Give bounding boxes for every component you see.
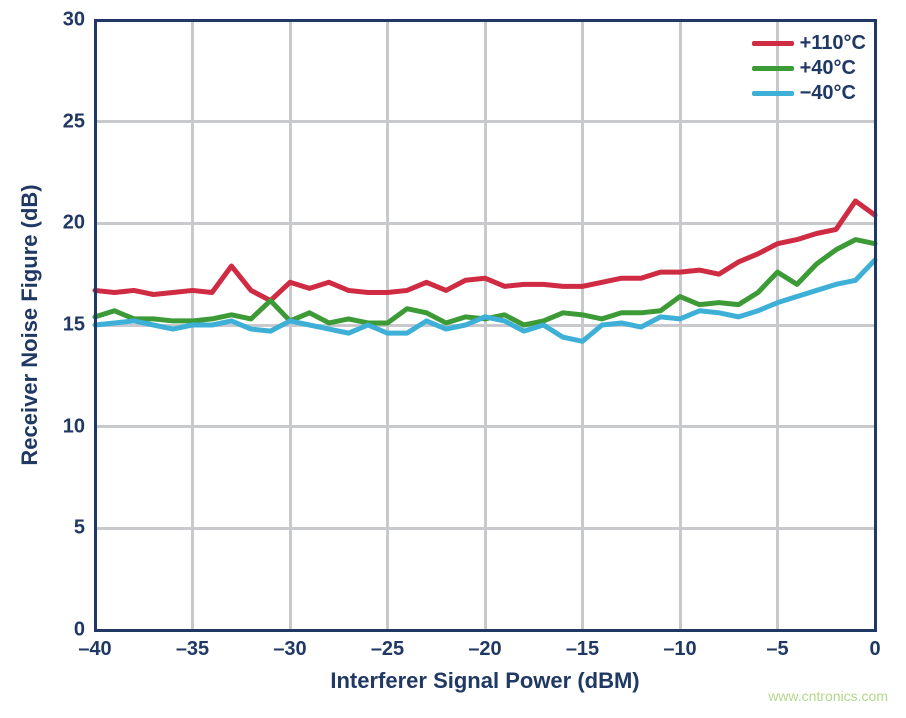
legend-label: +110°C [800,32,866,55]
y-tick-label: 15 [63,314,85,337]
x-tick-label: 0 [869,638,880,661]
legend-item: +40°C [752,57,866,80]
watermark: www.cntronics.com [768,688,888,704]
plot-area [95,20,875,630]
x-tick-label: –15 [566,638,599,661]
legend-item: +110°C [752,32,866,55]
series-line [95,201,875,301]
y-tick-label: 5 [74,517,85,540]
legend: +110°C+40°C−40°C [752,32,866,105]
y-tick-label: 30 [63,9,85,32]
y-axis-title: Receiver Noise Figure (dB) [17,184,43,465]
legend-item: −40°C [752,82,866,105]
x-tick-label: –30 [273,638,306,661]
x-tick-label: –5 [766,638,788,661]
legend-label: −40°C [800,82,856,105]
y-tick-label: 10 [63,415,85,438]
legend-label: +40°C [800,57,856,80]
x-tick-label: –10 [663,638,696,661]
x-axis-title: Interferer Signal Power (dBM) [330,668,639,694]
y-tick-label: 0 [74,619,85,642]
x-tick-label: –35 [176,638,209,661]
y-tick-label: 20 [63,212,85,235]
legend-swatch [752,91,794,96]
y-tick-label: 25 [63,110,85,133]
legend-swatch [752,41,794,46]
noise-figure-chart: –40–35–30–25–20–15–10–50051015202530Rece… [0,0,906,718]
x-tick-label: –25 [371,638,404,661]
legend-swatch [752,66,794,71]
series-line [95,260,875,341]
series-svg [95,20,875,630]
x-tick-label: –20 [468,638,501,661]
